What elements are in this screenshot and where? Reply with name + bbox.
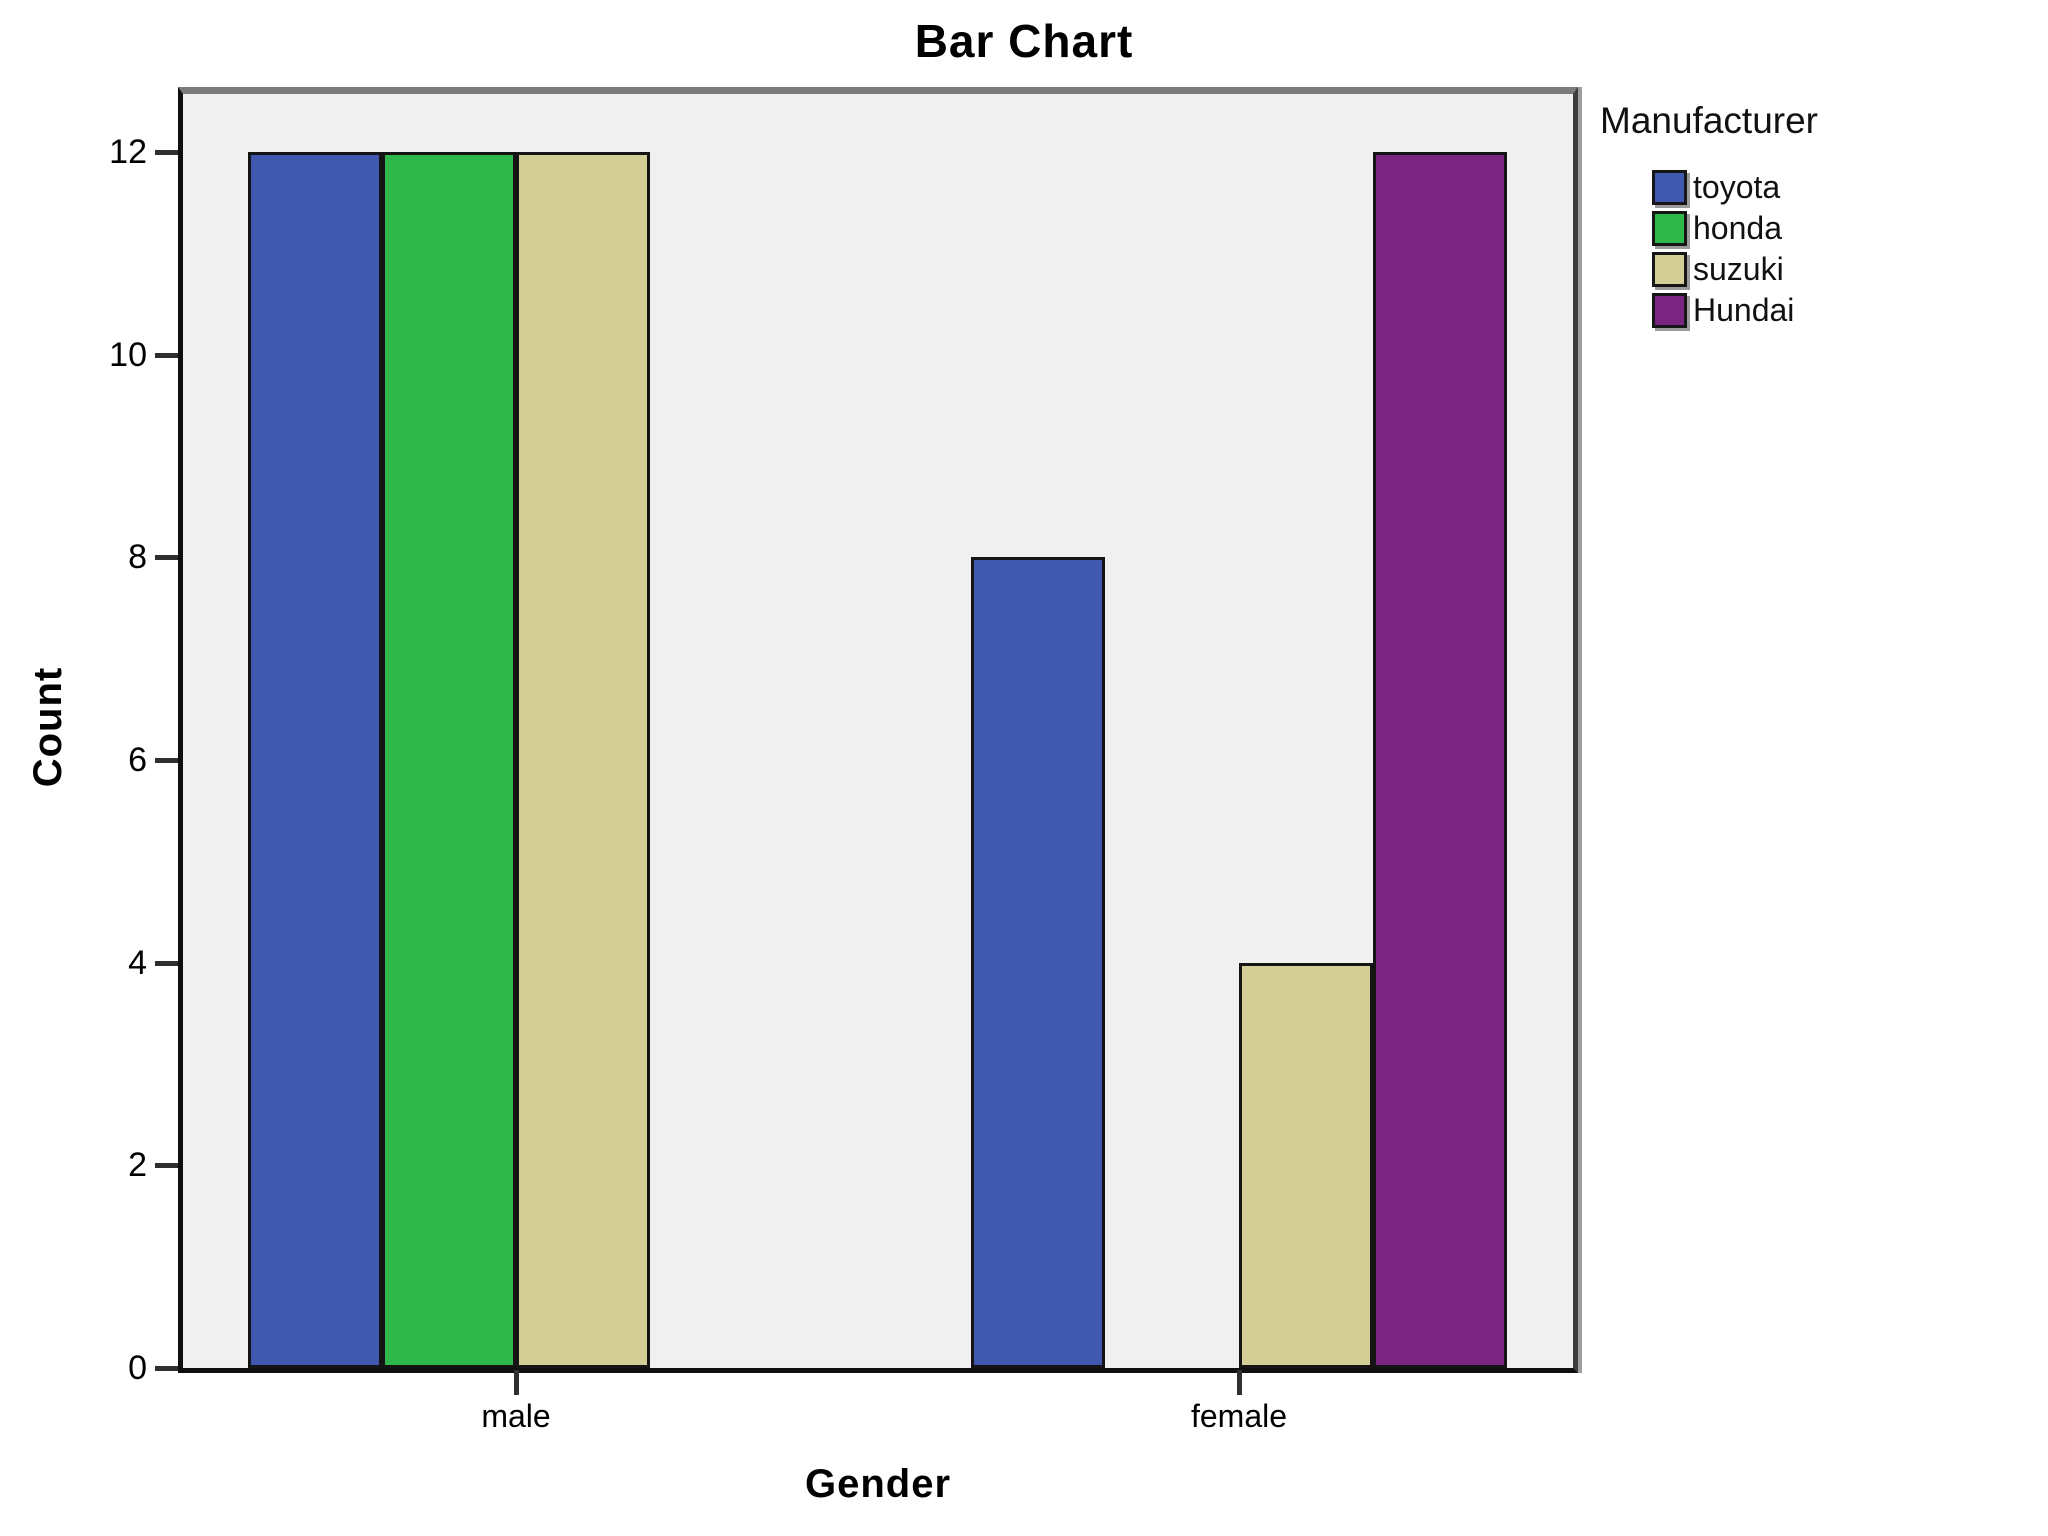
- y-tick-mark-6: [155, 758, 178, 763]
- legend-entry-suzuki: suzuki: [1652, 252, 2040, 287]
- x-tick-label-female: female: [1190, 1398, 1288, 1434]
- x-tick-mark-female: [1237, 1370, 1242, 1395]
- y-tick-label-6: 6: [128, 741, 147, 779]
- plot-area: [178, 87, 1578, 1373]
- legend-entry-toyota: toyota: [1652, 170, 2040, 205]
- y-tick-label-10: 10: [109, 336, 147, 374]
- x-tick-mark-male: [514, 1370, 519, 1395]
- y-tick-mark-2: [155, 1163, 178, 1168]
- y-tick-mark-12: [155, 150, 178, 155]
- legend-entry-Hundai: Hundai: [1652, 293, 2040, 328]
- legend-label-honda: honda: [1693, 210, 1782, 246]
- legend-swatch-suzuki: [1652, 252, 1687, 287]
- y-tick-label-4: 4: [128, 944, 147, 982]
- y-tick-mark-0: [155, 1366, 178, 1371]
- plot-region: [183, 94, 1573, 1368]
- legend-label-Hundai: Hundai: [1693, 292, 1795, 328]
- y-tick-label-8: 8: [128, 538, 147, 576]
- x-axis-label: Gender: [804, 1462, 952, 1506]
- legend-entries: toyota honda suzuki Hundai: [1652, 170, 2040, 328]
- y-tick-mark-10: [155, 353, 178, 358]
- bar-male-suzuki: [516, 152, 650, 1368]
- bar-male-toyota: [248, 152, 382, 1368]
- y-tick-label-0: 0: [128, 1349, 147, 1387]
- y-tick-mark-8: [155, 555, 178, 560]
- bar-female-Hundai: [1373, 152, 1507, 1368]
- y-tick-mark-4: [155, 961, 178, 966]
- legend-title: Manufacturer: [1600, 100, 1818, 141]
- x-tick-label-male: male: [481, 1398, 551, 1434]
- legend-swatch-toyota: [1652, 170, 1687, 205]
- legend: Manufacturer toyota honda suzuki Hundai: [1600, 100, 2040, 334]
- legend-label-suzuki: suzuki: [1693, 251, 1784, 287]
- legend-swatch-Hundai: [1652, 293, 1687, 328]
- y-tick-label-2: 2: [128, 1146, 147, 1184]
- legend-swatch-honda: [1652, 211, 1687, 246]
- legend-entry-honda: honda: [1652, 211, 2040, 246]
- y-tick-label-12: 12: [109, 133, 147, 171]
- bar-male-honda: [382, 152, 516, 1368]
- chart-title: Bar Chart: [914, 15, 1134, 67]
- bar-female-suzuki: [1239, 963, 1373, 1368]
- y-axis-label: Count: [26, 666, 70, 788]
- legend-label-toyota: toyota: [1693, 169, 1781, 205]
- bar-female-toyota: [971, 557, 1105, 1368]
